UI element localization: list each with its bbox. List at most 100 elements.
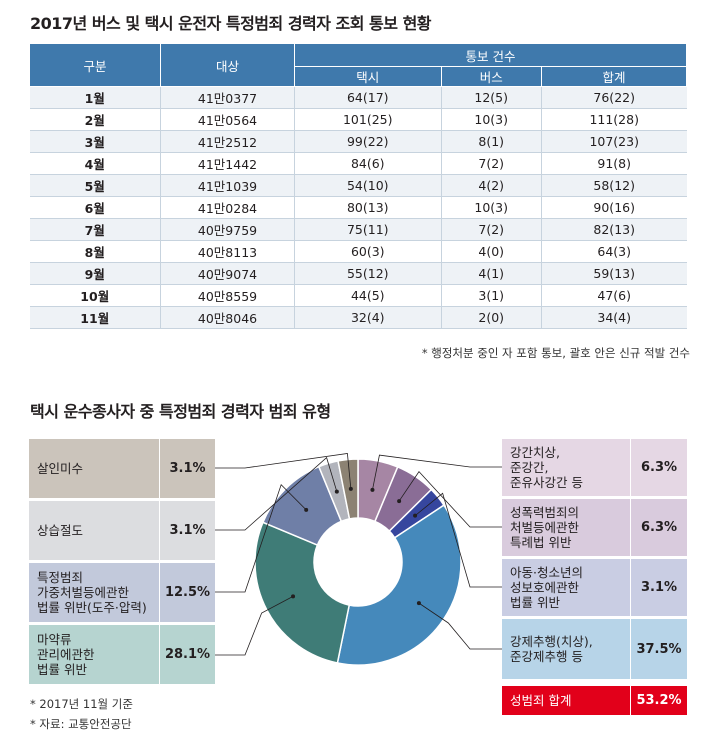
- table-row: 3월 41만2512 99(22) 8(1) 107(23): [29, 130, 687, 153]
- footnote-date: * 2017년 11월 기준: [30, 697, 133, 711]
- cell-total: 90(16): [540, 196, 687, 219]
- legend-line: 강간치상,: [510, 445, 560, 460]
- cell-bus: 4(1): [440, 262, 542, 285]
- legend-line: 아동·청소년의: [510, 565, 583, 580]
- leader-dot-5: [304, 507, 309, 512]
- cell-total: 58(12): [540, 174, 687, 197]
- leader-dot-1: [397, 499, 402, 504]
- cell-taxi: 54(10): [294, 174, 442, 197]
- summary-value: 53.2%: [630, 686, 687, 715]
- legend-line: 법률 위반: [37, 662, 87, 677]
- leader-line-2: [414, 492, 502, 588]
- cell-taxi: 75(11): [294, 218, 442, 241]
- cell-total: 82(13): [540, 218, 687, 241]
- legend-label: 특정범죄 가중처벌등에관한 법률 위반(도주·압력): [29, 563, 159, 622]
- cell-total: 34(4): [540, 306, 687, 329]
- cell-taxi: 101(25): [294, 108, 442, 131]
- legend-line: 법률 위반: [510, 595, 560, 610]
- cell-taxi: 55(12): [294, 262, 442, 285]
- legend-line: 관리에관한: [37, 647, 95, 662]
- cell-target: 40만9759: [160, 218, 295, 241]
- cell-target: 41만1442: [160, 152, 295, 175]
- legend-label: 아동·청소년의 성보호에관한 법률 위반: [502, 559, 630, 616]
- cell-bus: 10(3): [440, 108, 542, 131]
- leader-line-4: [215, 596, 294, 656]
- header-target: 대상: [160, 43, 295, 87]
- donut-slice-3: [336, 504, 462, 666]
- cell-total: 76(22): [540, 86, 687, 109]
- legend-value: 6.3%: [630, 439, 687, 496]
- legend-value: 3.1%: [159, 501, 215, 560]
- table-row: 5월 41만1039 54(10) 4(2) 58(12): [29, 174, 687, 197]
- cell-taxi: 84(6): [294, 152, 442, 175]
- legend-value: 37.5%: [630, 619, 687, 679]
- legend-label: 상습절도: [29, 501, 159, 560]
- header-bus: 버스: [440, 66, 542, 87]
- legend-box-sexual-violence: 성폭력범죄의 처벌등에관한 특례법 위반 6.3%: [502, 499, 687, 556]
- leader-dot-4: [291, 594, 296, 599]
- leader-dot-7: [348, 486, 353, 491]
- leader-line-5: [215, 483, 307, 593]
- legend-line: 처벌등에관한: [510, 520, 580, 535]
- cell-month: 5월: [29, 174, 161, 197]
- legend-box-murder: 살인미수 3.1%: [29, 439, 215, 498]
- leader-line-0: [372, 454, 502, 491]
- cell-bus: 7(2): [440, 218, 542, 241]
- table-row: 7월 40만9759 75(11) 7(2) 82(13): [29, 218, 687, 241]
- legend-label: 성폭력범죄의 처벌등에관한 특례법 위반: [502, 499, 630, 556]
- cell-target: 41만0377: [160, 86, 295, 109]
- header-group: 통보 건수: [294, 43, 687, 67]
- leader-dot-0: [370, 487, 375, 492]
- legend-label: 강간치상, 준강간, 준유사강간 등: [502, 439, 630, 496]
- cell-target: 40만8046: [160, 306, 295, 329]
- legend-box-theft: 상습절도 3.1%: [29, 501, 215, 560]
- summary-box: 성범죄 합계 53.2%: [502, 686, 687, 715]
- cell-taxi: 64(17): [294, 86, 442, 109]
- table-row: 2월 41만0564 101(25) 10(3) 111(28): [29, 108, 687, 131]
- legend-line: 특례법 위반: [510, 535, 572, 550]
- cell-taxi: 44(5): [294, 284, 442, 307]
- header-taxi: 택시: [294, 66, 442, 87]
- cell-taxi: 99(22): [294, 130, 442, 153]
- leader-dot-3: [416, 601, 421, 606]
- legend-line: 준강간,: [510, 460, 549, 475]
- table-row: 8월 40만8113 60(3) 4(0) 64(3): [29, 240, 687, 263]
- cell-taxi: 32(4): [294, 306, 442, 329]
- cell-total: 64(3): [540, 240, 687, 263]
- cell-bus: 4(0): [440, 240, 542, 263]
- cell-total: 47(6): [540, 284, 687, 307]
- legend-line: 가중처벌등에관한: [37, 585, 130, 600]
- legend-box-drugs: 마약류 관리에관한 법률 위반 28.1%: [29, 625, 215, 684]
- legend-line: 법률 위반(도주·압력): [37, 600, 147, 615]
- cell-target: 41만0284: [160, 196, 295, 219]
- cell-target: 41만2512: [160, 130, 295, 153]
- leader-line-6: [215, 456, 338, 531]
- donut-slice-4: [254, 521, 351, 664]
- cell-bus: 7(2): [440, 152, 542, 175]
- table-body: 1월 41만0377 64(17) 12(5) 76(22) 2월 41만0564 101(2…: [29, 86, 687, 329]
- legend-label: 살인미수: [29, 439, 159, 498]
- leader-dot-6: [334, 489, 339, 494]
- cell-total: 111(28): [540, 108, 687, 131]
- legend-line: 강제추행(치상),: [510, 634, 593, 649]
- table-title: 2017년 버스 및 택시 운전자 특정범죄 경력자 조회 통보 현황: [30, 14, 432, 33]
- chart-title: 택시 운수종사자 중 특정범죄 경력자 범죄 유형: [30, 402, 331, 421]
- donut-slice-7: [337, 458, 359, 520]
- table-row: 9월 40만9074 55(12) 4(1) 59(13): [29, 262, 687, 285]
- report-table: 구분 대상 통보 건수 택시 버스 합계 1월 41만0377 64(17) 12(5…: [29, 43, 688, 329]
- legend-box-special-crime: 특정범죄 가중처벌등에관한 법률 위반(도주·압력) 12.5%: [29, 563, 215, 622]
- cell-bus: 3(1): [440, 284, 542, 307]
- cell-month: 8월: [29, 240, 161, 263]
- legend-line: 성폭력범죄의: [510, 505, 580, 520]
- legend-line: 살인미수: [37, 461, 84, 476]
- legend-value: 3.1%: [630, 559, 687, 616]
- cell-month: 4월: [29, 152, 161, 175]
- leader-dot-2: [413, 513, 418, 518]
- cell-month: 6월: [29, 196, 161, 219]
- legend-line: 준강제추행 등: [510, 649, 583, 664]
- cell-month: 11월: [29, 306, 161, 329]
- cell-bus: 12(5): [440, 86, 542, 109]
- legend-line: 준유사강간 등: [510, 475, 583, 490]
- cell-month: 3월: [29, 130, 161, 153]
